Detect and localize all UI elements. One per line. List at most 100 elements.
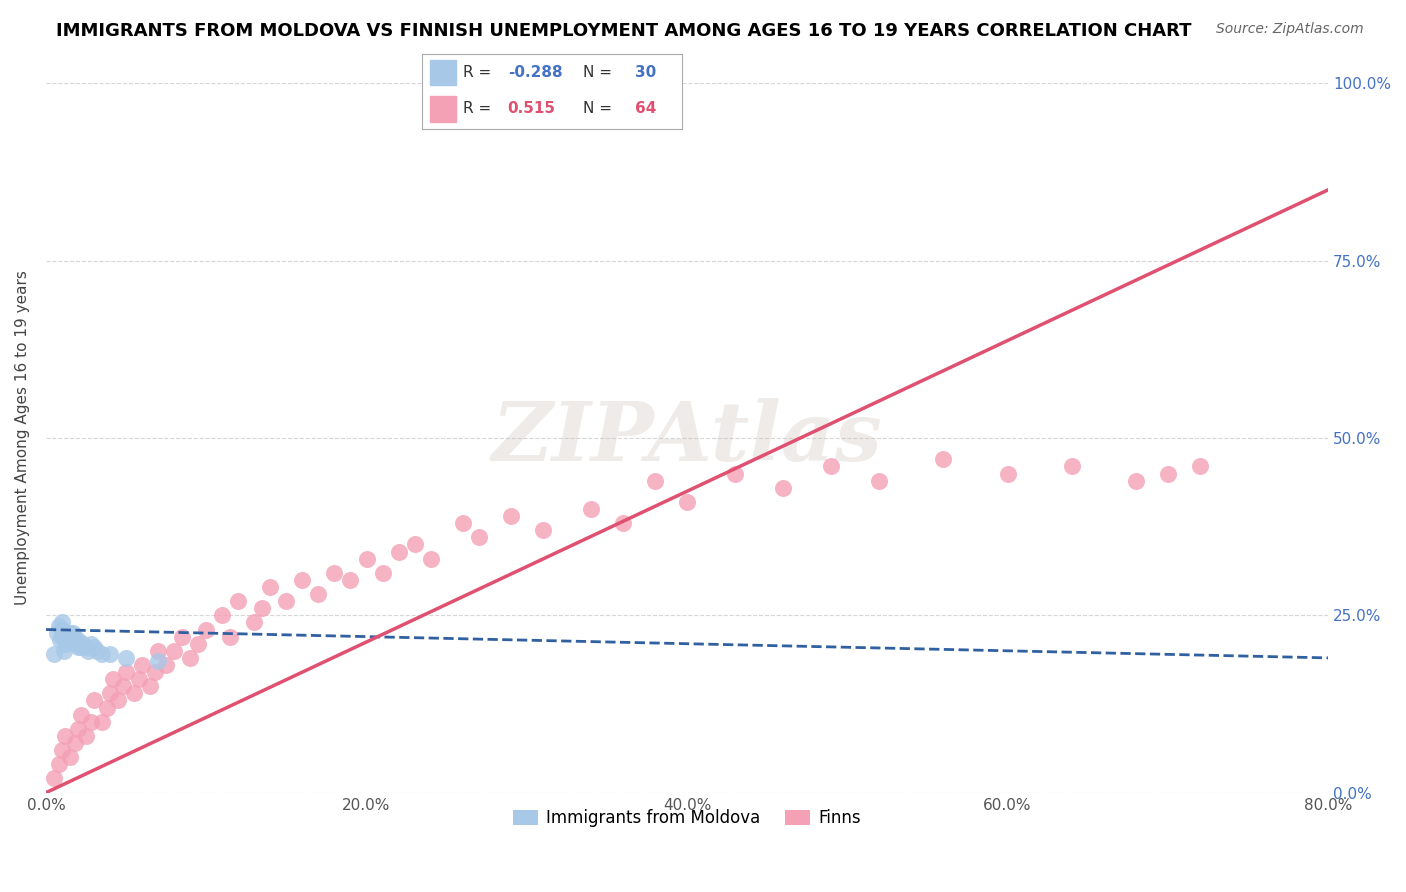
Point: [59, 750, 82, 764]
Point: [644, 474, 666, 488]
Point: [70, 707, 93, 722]
Point: [42, 772, 65, 786]
Point: [226, 594, 249, 608]
Point: [724, 467, 747, 481]
Point: [91, 714, 114, 729]
Point: [53, 637, 76, 651]
Point: [115, 665, 138, 679]
Point: [51, 615, 73, 630]
Point: [86, 644, 108, 658]
Point: [103, 672, 125, 686]
Point: [51, 630, 73, 644]
Point: [211, 608, 233, 623]
Point: [98, 686, 121, 700]
Text: ZIPAtlas: ZIPAtlas: [492, 398, 883, 478]
Point: [46, 626, 69, 640]
Point: [339, 573, 361, 587]
Point: [66, 640, 89, 655]
Point: [66, 722, 89, 736]
Point: [772, 481, 794, 495]
Point: [75, 640, 97, 655]
Point: [155, 658, 177, 673]
Point: [51, 623, 73, 637]
Point: [499, 509, 522, 524]
Point: [59, 633, 82, 648]
Text: R =: R =: [464, 102, 492, 116]
Point: [451, 516, 474, 530]
Point: [1125, 474, 1147, 488]
Point: [65, 637, 87, 651]
Point: [276, 594, 298, 608]
Point: [72, 637, 94, 651]
Point: [163, 644, 186, 658]
Point: [259, 580, 281, 594]
Point: [111, 679, 134, 693]
Point: [579, 502, 602, 516]
Text: Source: ZipAtlas.com: Source: ZipAtlas.com: [1216, 22, 1364, 37]
Point: [820, 459, 842, 474]
Point: [932, 452, 955, 467]
Point: [83, 640, 105, 655]
Point: [467, 530, 489, 544]
Point: [70, 640, 93, 655]
Point: [98, 648, 121, 662]
Point: [48, 757, 70, 772]
Point: [868, 474, 890, 488]
Point: [252, 601, 274, 615]
Bar: [430, 60, 456, 86]
Point: [128, 672, 150, 686]
Point: [172, 630, 194, 644]
Point: [115, 651, 138, 665]
Text: R =: R =: [464, 65, 492, 80]
Point: [676, 495, 699, 509]
Point: [48, 619, 70, 633]
Text: 0.515: 0.515: [508, 102, 555, 116]
Point: [291, 573, 314, 587]
Text: 64: 64: [636, 102, 657, 116]
Point: [42, 648, 65, 662]
Point: [96, 700, 118, 714]
Point: [187, 637, 209, 651]
Bar: [430, 96, 456, 122]
Point: [59, 626, 82, 640]
Point: [131, 658, 153, 673]
Point: [195, 623, 218, 637]
Point: [52, 644, 75, 658]
Text: -0.288: -0.288: [508, 65, 562, 80]
Point: [53, 729, 76, 743]
Point: [75, 729, 97, 743]
Point: [80, 714, 103, 729]
Point: [404, 537, 426, 551]
Point: [1188, 459, 1211, 474]
Text: 30: 30: [636, 65, 657, 80]
Point: [371, 566, 394, 580]
Point: [1060, 459, 1083, 474]
Point: [1157, 467, 1180, 481]
Legend: Immigrants from Moldova, Finns: Immigrants from Moldova, Finns: [506, 803, 868, 834]
Point: [66, 633, 89, 648]
Point: [49, 633, 72, 648]
Point: [612, 516, 634, 530]
Point: [56, 630, 79, 644]
Text: N =: N =: [583, 102, 612, 116]
Point: [139, 679, 162, 693]
Point: [60, 630, 83, 644]
Point: [143, 665, 166, 679]
Point: [83, 693, 105, 707]
Point: [531, 523, 554, 537]
Point: [146, 644, 169, 658]
Point: [51, 743, 73, 757]
Point: [997, 467, 1019, 481]
Point: [62, 626, 84, 640]
Point: [76, 644, 98, 658]
Point: [63, 736, 86, 750]
Point: [107, 693, 129, 707]
Point: [63, 633, 86, 648]
Point: [146, 655, 169, 669]
Point: [243, 615, 266, 630]
Point: [69, 637, 91, 651]
Text: IMMIGRANTS FROM MOLDOVA VS FINNISH UNEMPLOYMENT AMONG AGES 16 TO 19 YEARS CORREL: IMMIGRANTS FROM MOLDOVA VS FINNISH UNEMP…: [56, 22, 1192, 40]
Point: [323, 566, 346, 580]
Point: [419, 551, 441, 566]
Text: N =: N =: [583, 65, 612, 80]
